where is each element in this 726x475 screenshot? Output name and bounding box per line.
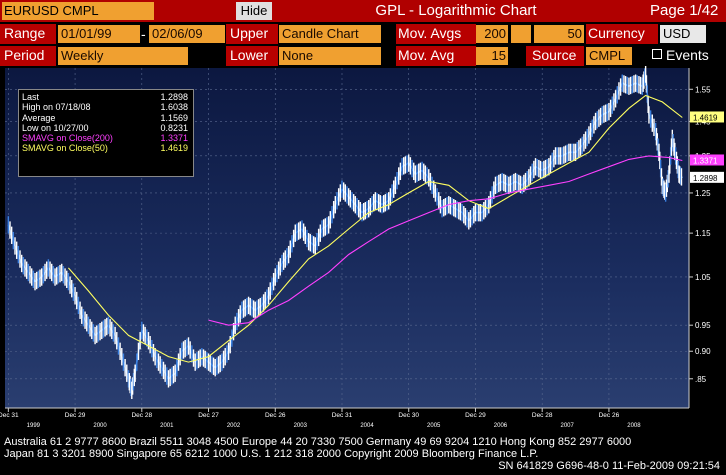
- legend-item: SMAVG on Close(200) 1.3371: [22, 133, 190, 143]
- x-minor-label: Dec 28: [532, 412, 553, 419]
- currency-label: Currency: [586, 24, 658, 44]
- legend-item-value: 1.6038: [160, 102, 188, 113]
- legend-item: High on 07/18/08 1.6038: [22, 102, 190, 112]
- x-minor-label: Dec 29: [65, 412, 86, 419]
- y-tick-label: 1.15: [695, 229, 711, 238]
- price-last-tag-box: [690, 171, 724, 183]
- controls-row-2: Period Weekly Lower None Mov. Avg 15 Sou…: [0, 45, 726, 66]
- hide-button[interactable]: Hide: [236, 2, 272, 20]
- x-axis: Dec 31 1999 Dec 29 2000 Dec 28 2001 Dec 27 2002…: [0, 407, 689, 429]
- sma50-line: [67, 94, 683, 363]
- range-start-field[interactable]: 01/01/99: [58, 25, 140, 43]
- x-major-label: 2006: [494, 423, 508, 429]
- x-major-label: 2003: [294, 423, 308, 429]
- x-minor-label: Dec 28: [131, 412, 152, 419]
- x-major-label: 1999: [27, 423, 41, 429]
- y-tick-label: 1.55: [695, 85, 711, 94]
- footer-line-1: Australia 61 2 9777 8600 Brazil 5511 304…: [4, 436, 632, 448]
- y-tick-label: 1.25: [695, 189, 711, 198]
- last-value-labels: 1.4619 1.3371 1.2898: [690, 111, 724, 183]
- range-dash: -: [141, 26, 146, 42]
- sma50-last-tag: 1.4619: [690, 111, 724, 123]
- x-minor-label: Dec 26: [599, 412, 620, 419]
- controls-row-1: Range 01/01/99 - 02/06/09 Upper Candle C…: [0, 23, 726, 44]
- x-major-label: 2008: [627, 423, 641, 429]
- sma200-last-tag: 1.3371: [690, 154, 724, 166]
- mov-avgs-field-blank[interactable]: [511, 25, 531, 43]
- legend-item-label: SMAVG on Close(50): [22, 143, 108, 154]
- sma50-last-tag-box: [690, 111, 724, 123]
- chart-legend: Last 1.2898 High on 07/18/08 1.6038 Average 1…: [18, 89, 194, 177]
- legend-item: SMAVG on Close(50) 1.4619: [22, 143, 190, 153]
- x-major-label: 2007: [561, 423, 575, 429]
- x-minor-label: Dec 29: [465, 412, 486, 419]
- y-tick-label: 0.95: [695, 321, 711, 330]
- events-label: Events: [666, 47, 709, 63]
- legend-item-label: Last: [22, 92, 40, 102]
- legend-item-value: 1.2898: [160, 92, 188, 102]
- legend-item: Average 1.1569: [22, 113, 190, 123]
- price-last-tag-text: 1.2898: [693, 174, 718, 183]
- x-minor-label: Dec 26: [265, 412, 286, 419]
- price-last-tag: 1.2898: [690, 171, 724, 183]
- source-field[interactable]: CMPL: [586, 47, 632, 65]
- x-major-label: 2004: [360, 423, 374, 429]
- x-minor-label: Dec 30: [398, 412, 419, 419]
- mov-avgs-field-2[interactable]: 50: [534, 25, 584, 43]
- chart-title: GPL - Logarithmic Chart: [375, 2, 537, 19]
- x-major-label: 2001: [160, 423, 174, 429]
- sma50-last-tag-text: 1.4619: [693, 113, 718, 122]
- legend-item-label: Low on 10/27/00: [22, 122, 89, 133]
- upper-field[interactable]: Candle Chart: [279, 25, 381, 43]
- series-group: [7, 66, 683, 400]
- period-field[interactable]: Weekly: [58, 47, 188, 65]
- legend-item-value: 1.3371: [160, 133, 188, 144]
- sma200-last-tag-box: [690, 154, 724, 166]
- footer: Australia 61 2 9777 8600 Brazil 5511 304…: [0, 436, 726, 472]
- lower-field[interactable]: None: [279, 47, 381, 65]
- range-label: Range: [0, 24, 56, 44]
- source-label: Source: [526, 46, 584, 66]
- title-bar: EURUSD CMPL CURNCY Hide GPL - Logarithmi…: [0, 0, 726, 36]
- x-minor-label: Dec 27: [198, 412, 219, 419]
- sma200-last-tag-text: 1.3371: [693, 156, 718, 165]
- legend-item-value: 1.1569: [160, 112, 188, 123]
- upper-label: Upper: [226, 24, 278, 44]
- y-tick-label: .85: [695, 375, 707, 384]
- legend-item-label: High on 07/18/08: [22, 102, 91, 113]
- legend-item-value: 0.8231: [160, 122, 188, 133]
- legend-item-label: Average: [22, 112, 56, 123]
- footer-line-3: SN 641829 G696-48-0 11-Feb-2009 09:21:54: [498, 460, 720, 472]
- legend-item: Last 1.2898: [22, 92, 190, 102]
- events-checkbox[interactable]: [652, 49, 662, 59]
- mov-avg-field[interactable]: 15: [476, 47, 508, 65]
- ticker-field[interactable]: EURUSD CMPL CURNCY: [2, 2, 154, 36]
- currency-field[interactable]: USD: [660, 25, 706, 43]
- page-indicator: Page 1/42: [650, 2, 719, 19]
- period-label: Period: [0, 46, 56, 66]
- x-major-label: 2002: [227, 423, 241, 429]
- legend-item-label: SMAVG on Close(200): [22, 133, 113, 144]
- mov-avgs-field-1[interactable]: 200: [476, 25, 508, 43]
- x-major-label: 2000: [93, 423, 107, 429]
- legend-item: Low on 10/27/00 0.8231: [22, 123, 190, 133]
- y-tick-label: 1.05: [695, 273, 711, 282]
- y-tick-label: 0.90: [695, 347, 711, 356]
- x-minor-label: Dec 31: [332, 412, 353, 419]
- sma200-line: [208, 155, 683, 326]
- x-major-label: 2005: [427, 423, 441, 429]
- lower-label: Lower: [226, 46, 278, 66]
- x-minor-label: Dec 31: [0, 412, 19, 419]
- range-end-field[interactable]: 02/06/09: [149, 25, 225, 43]
- footer-line-2: Japan 81 3 3201 8900 Singapore 65 6212 1…: [4, 448, 539, 460]
- mov-avg-label: Mov. Avg: [396, 46, 476, 66]
- mov-avgs-label: Mov. Avgs: [396, 24, 476, 44]
- legend-item-value: 1.4619: [160, 143, 188, 154]
